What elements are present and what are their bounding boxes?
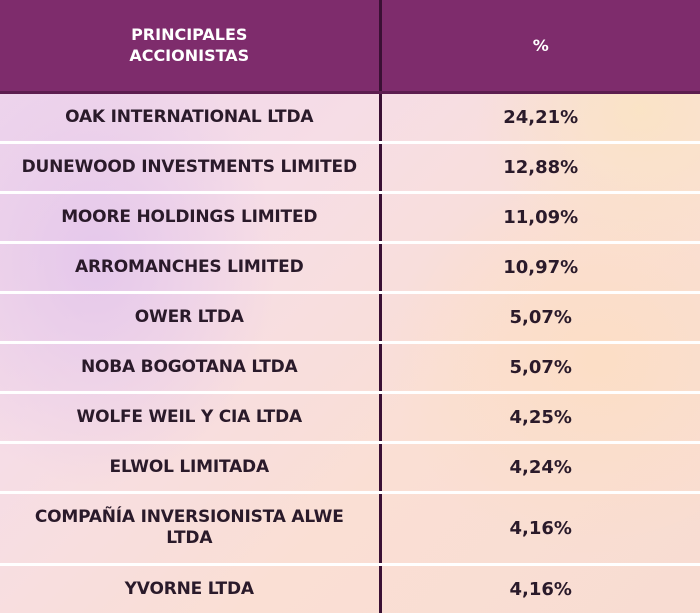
table-header-row: PRINCIPALES ACCIONISTAS % xyxy=(0,0,700,94)
shareholder-name: ELWOL LIMITADA xyxy=(0,442,382,494)
shareholder-name: OWER LTDA xyxy=(0,292,382,344)
shareholder-percentage: 11,09% xyxy=(380,192,700,244)
table-row: YVORNE LTDA 4,16% xyxy=(0,564,700,616)
header-percentage: % xyxy=(380,0,700,94)
shareholder-percentage: 24,21% xyxy=(380,92,700,144)
shareholder-name-line2: LTDA xyxy=(166,528,213,549)
header-shareholders: PRINCIPALES ACCIONISTAS xyxy=(0,0,382,94)
table-row: OWER LTDA 5,07% xyxy=(0,292,700,344)
table-row: OAK INTERNATIONAL LTDA 24,21% xyxy=(0,92,700,144)
shareholder-name: DUNEWOOD INVESTMENTS LIMITED xyxy=(0,142,382,194)
shareholder-percentage: 4,16% xyxy=(380,492,700,566)
shareholder-percentage: 4,24% xyxy=(380,442,700,494)
table-row: ELWOL LIMITADA 4,24% xyxy=(0,442,700,494)
shareholder-name-line1: COMPAÑÍA INVERSIONISTA ALWE xyxy=(34,507,344,528)
shareholder-name: OAK INTERNATIONAL LTDA xyxy=(0,92,382,144)
shareholder-name: WOLFE WEIL Y CIA LTDA xyxy=(0,392,382,444)
shareholder-percentage: 12,88% xyxy=(380,142,700,194)
shareholder-name: ARROMANCHES LIMITED xyxy=(0,242,382,294)
shareholder-name: YVORNE LTDA xyxy=(0,564,382,616)
shareholder-name: NOBA BOGOTANA LTDA xyxy=(0,342,382,394)
shareholder-percentage: 5,07% xyxy=(380,342,700,394)
table-row: COMPAÑÍA INVERSIONISTA ALWE LTDA 4,16% xyxy=(0,492,700,566)
table-row: MOORE HOLDINGS LIMITED 11,09% xyxy=(0,192,700,244)
header-shareholders-line2: ACCIONISTAS xyxy=(129,46,250,66)
shareholder-percentage: 10,97% xyxy=(380,242,700,294)
shareholder-percentage: 4,16% xyxy=(380,564,700,616)
shareholder-percentage: 4,25% xyxy=(380,392,700,444)
shareholder-name: COMPAÑÍA INVERSIONISTA ALWE LTDA xyxy=(0,492,382,566)
shareholder-name: MOORE HOLDINGS LIMITED xyxy=(0,192,382,244)
shareholder-percentage: 5,07% xyxy=(380,292,700,344)
table-row: NOBA BOGOTANA LTDA 5,07% xyxy=(0,342,700,394)
table-row: WOLFE WEIL Y CIA LTDA 4,25% xyxy=(0,392,700,444)
table-row: DUNEWOOD INVESTMENTS LIMITED 12,88% xyxy=(0,142,700,194)
header-shareholders-line1: PRINCIPALES xyxy=(131,25,248,45)
table-row: ARROMANCHES LIMITED 10,97% xyxy=(0,242,700,294)
